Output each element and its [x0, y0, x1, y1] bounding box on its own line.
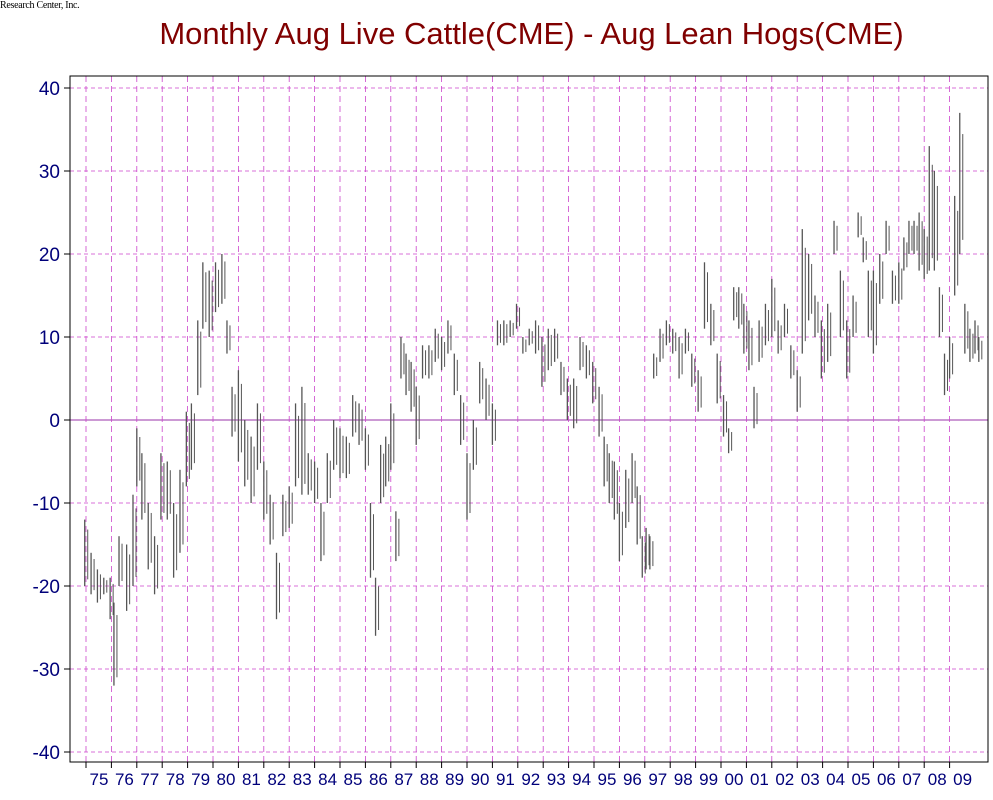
x-tick-label: 81 [242, 770, 261, 789]
x-tick-label: 99 [699, 770, 718, 789]
axis-layer: 40 30 20 10 0 -10 -20 -30 -40 75 76 77 78 79 80 81 82 83 8… [33, 75, 989, 789]
y-tick-label: -30 [33, 660, 60, 681]
x-tick-label: 80 [217, 770, 236, 789]
y-tick-label: 30 [39, 162, 60, 183]
y-tick-label: 10 [39, 328, 60, 349]
x-tick-label: 77 [140, 770, 159, 789]
plot-frame [69, 75, 989, 763]
x-tick-label: 08 [928, 770, 947, 789]
y-tick-label: 0 [49, 411, 60, 432]
x-tick-label: 07 [902, 770, 921, 789]
y-tick-label: -40 [33, 743, 60, 764]
x-tick-label: 04 [826, 770, 845, 789]
x-tick-label: 90 [471, 770, 490, 789]
x-tick-label: 86 [369, 770, 388, 789]
credit-text: Research Center, Inc. [0, 0, 80, 11]
x-tick-label: 93 [547, 770, 566, 789]
x-tick-label: 03 [801, 770, 820, 789]
x-tick-label: 79 [191, 770, 210, 789]
x-tick-label: 06 [877, 770, 896, 789]
x-tick-label: 78 [166, 770, 185, 789]
x-tick-label: 09 [953, 770, 972, 789]
x-tick-label: 85 [344, 770, 363, 789]
x-tick-label: 82 [267, 770, 286, 789]
x-tick-label: 97 [648, 770, 667, 789]
x-tick-label: 01 [750, 770, 769, 789]
bar-layer [84, 112, 983, 686]
x-tick-label: 96 [623, 770, 642, 789]
x-tick-label: 05 [852, 770, 871, 789]
x-tick-label: 76 [115, 770, 134, 789]
grid-layer [70, 76, 988, 762]
x-tick-label: 94 [572, 770, 591, 789]
chart-title: Monthly Aug Live Cattle(CME) - Aug Lean … [159, 16, 904, 51]
x-tick-label: 95 [598, 770, 617, 789]
x-tick-label: 87 [394, 770, 413, 789]
x-tick-label: 02 [775, 770, 794, 789]
x-tick-label: 00 [725, 770, 744, 789]
x-tick-label: 92 [521, 770, 540, 789]
x-tick-label: 88 [420, 770, 439, 789]
y-tick-label: -10 [33, 494, 60, 515]
x-tick-label: 98 [674, 770, 693, 789]
y-tick-label: 40 [39, 79, 60, 100]
y-tick-label: -20 [33, 577, 60, 598]
x-tick-label: 84 [318, 770, 337, 789]
x-tick-label: 89 [445, 770, 464, 789]
x-tick-label: 75 [90, 770, 109, 789]
x-tick-label: 83 [293, 770, 312, 789]
x-tick-label: 91 [496, 770, 515, 789]
y-tick-label: 20 [39, 245, 60, 266]
